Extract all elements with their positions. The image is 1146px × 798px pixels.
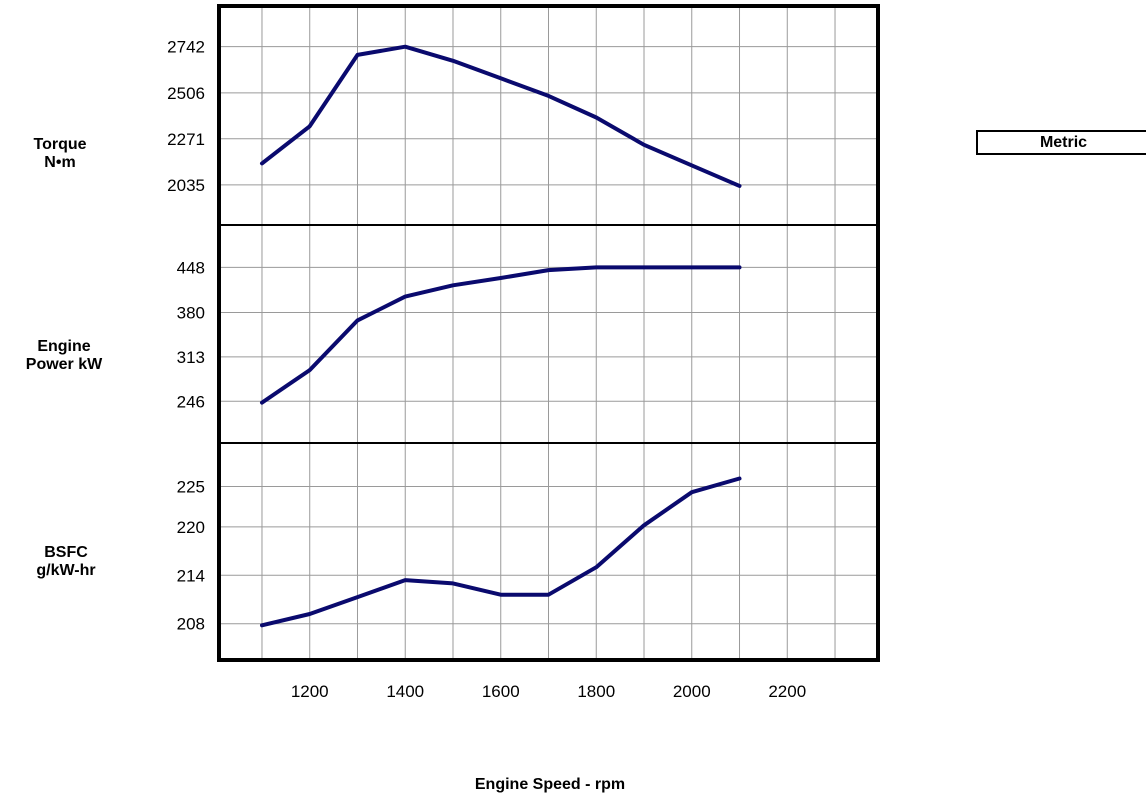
x-tick-label: 1600	[482, 682, 520, 701]
power-y-tick-label: 380	[177, 303, 205, 322]
grid-lines	[219, 6, 878, 660]
power-axis-title-line2: Power kW	[25, 356, 103, 373]
torque-axis-title: Torque N•m	[18, 136, 102, 172]
chart-frame	[217, 4, 880, 662]
bsfc-y-tick-label: 225	[177, 478, 205, 497]
power-axis-title-line1: Engine	[37, 338, 91, 355]
bsfc-y-tick-label: 208	[177, 615, 205, 634]
power-axis-title: Engine Power kW	[14, 338, 114, 374]
power-y-tick-label: 313	[177, 348, 205, 367]
x-tick-label: 2200	[768, 682, 806, 701]
bsfc-y-tick-label: 220	[177, 518, 205, 537]
tick-labels: 2035 2271 2506 2742 246 313 380 448 208 214 220 225…	[167, 38, 806, 701]
torque-axis-title-line1: Torque	[33, 136, 87, 153]
torque-y-tick-label: 2506	[167, 84, 205, 103]
plot-border	[217, 4, 880, 662]
power-y-tick-label: 246	[177, 392, 205, 411]
torque-y-tick-label: 2271	[167, 130, 205, 149]
x-tick-label: 2000	[673, 682, 711, 701]
x-tick-label: 1200	[291, 682, 329, 701]
bsfc-y-tick-label: 214	[177, 566, 205, 585]
power-y-tick-label: 448	[177, 258, 205, 277]
torque-y-tick-label: 2742	[167, 38, 205, 57]
torque-axis-title-line2: N•m	[44, 154, 76, 171]
metric-toggle-button[interactable]: Metric	[976, 130, 1146, 155]
x-tick-label: 1400	[386, 682, 424, 701]
x-tick-label: 1800	[577, 682, 615, 701]
bsfc-axis-title-line2: g/kW-hr	[36, 562, 96, 579]
torque-y-tick-label: 2035	[167, 176, 205, 195]
bsfc-axis-title-line1: BSFC	[44, 544, 88, 561]
bsfc-series-line	[260, 476, 742, 628]
power-series-line	[260, 265, 742, 405]
bsfc-axis-title: BSFC g/kW-hr	[24, 544, 108, 580]
torque-series-line	[260, 44, 742, 188]
x-axis-title: Engine Speed - rpm	[474, 776, 626, 793]
series-lines	[260, 44, 742, 628]
